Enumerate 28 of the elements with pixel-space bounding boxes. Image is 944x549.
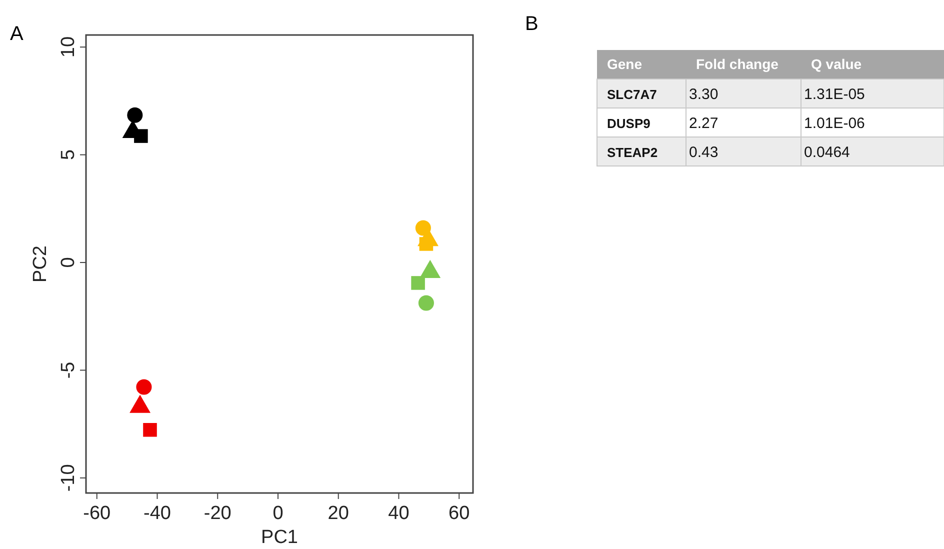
text: DUSP9: [607, 116, 650, 131]
y-tick-label: -5: [58, 362, 79, 379]
y-tick-label: -10: [58, 464, 79, 492]
text: 0.0464: [804, 144, 850, 161]
x-tick-label: 60: [448, 503, 470, 524]
y-tick-label: 10: [58, 36, 79, 58]
text: STEAP2: [607, 145, 658, 160]
text: 3.30: [689, 86, 718, 103]
x-tick-label: -40: [144, 503, 171, 524]
x-tick-label: 40: [388, 503, 410, 524]
category-label: Gene: [607, 56, 642, 72]
category-label: Q value: [811, 56, 862, 72]
text: 0.43: [689, 144, 718, 161]
text: 1.31E-05: [804, 86, 865, 103]
x-tick-label: -20: [204, 503, 232, 524]
category-label: Fold change: [696, 56, 779, 72]
y-axis-title: PC2: [30, 246, 51, 282]
y-tick-label: 0: [58, 257, 79, 268]
text: A: [10, 23, 24, 45]
x-axis-title: PC1: [261, 527, 298, 548]
text: 1.01E-06: [804, 115, 865, 132]
x-tick-label: -60: [83, 503, 111, 524]
y-tick-label: 5: [58, 149, 79, 160]
text: SLC7A7: [607, 87, 657, 102]
x-tick-label: 20: [328, 503, 349, 524]
x-tick-label: 0: [272, 503, 284, 524]
text: 2.27: [689, 115, 718, 132]
text: B: [525, 13, 538, 35]
